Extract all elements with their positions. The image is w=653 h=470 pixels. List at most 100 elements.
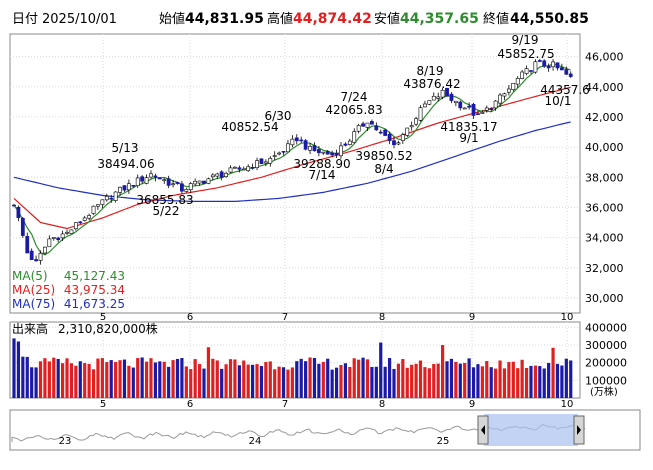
ma5-line bbox=[13, 63, 571, 256]
candle-body bbox=[449, 93, 454, 101]
candle-body bbox=[440, 89, 445, 98]
month-label: 5 bbox=[100, 312, 106, 323]
legend-ma5-label: MA(5) bbox=[12, 269, 48, 283]
candle-body bbox=[91, 205, 96, 214]
candle-body bbox=[202, 180, 206, 184]
candle-body bbox=[25, 236, 30, 254]
volume-bar bbox=[458, 363, 462, 398]
volume-bar bbox=[251, 364, 255, 398]
candle-body bbox=[233, 166, 237, 169]
candle-body bbox=[122, 185, 127, 191]
annotation-date: 5/22 bbox=[153, 204, 180, 218]
volume-bar bbox=[471, 367, 476, 398]
annotation-date: 8/4 bbox=[374, 162, 393, 176]
open-label: 始値 bbox=[159, 11, 185, 27]
candle-body bbox=[65, 231, 69, 234]
candle-body bbox=[12, 204, 16, 207]
volume-bar bbox=[445, 361, 449, 398]
candle-body bbox=[47, 238, 52, 248]
volume-tick-label: 300000 bbox=[585, 339, 627, 352]
candle-body bbox=[476, 113, 480, 115]
candle-body bbox=[224, 172, 228, 177]
volume-bar bbox=[167, 366, 171, 398]
navigator-selection[interactable] bbox=[484, 414, 578, 446]
candle-body bbox=[312, 145, 317, 152]
candle-body bbox=[126, 183, 131, 191]
month-label: 6 bbox=[187, 312, 193, 323]
candle-body bbox=[197, 180, 202, 184]
candle-body bbox=[69, 229, 74, 234]
volume-unit: (万株) bbox=[590, 385, 618, 398]
volume-bar bbox=[410, 364, 414, 398]
candle-body bbox=[325, 151, 330, 155]
volume-bar bbox=[114, 362, 118, 398]
annotation-price: 40852.54 bbox=[221, 120, 278, 134]
volume-bar bbox=[224, 364, 228, 398]
candle-body bbox=[568, 73, 573, 77]
volume-bar bbox=[228, 359, 233, 398]
volume-bar bbox=[273, 369, 277, 398]
candle-body bbox=[343, 143, 348, 146]
volume-bar bbox=[326, 358, 330, 398]
volume-bar bbox=[78, 361, 82, 398]
candle-body bbox=[502, 93, 507, 97]
candle-body bbox=[409, 125, 414, 128]
month-label: 7 bbox=[282, 399, 288, 410]
navigator-year-label: 23 bbox=[59, 436, 72, 447]
volume-bar bbox=[83, 363, 87, 398]
candle-body bbox=[356, 125, 361, 132]
volume-bar bbox=[34, 367, 38, 398]
candle-body bbox=[281, 151, 286, 153]
legend-ma25-label: MA(25) bbox=[12, 283, 55, 297]
volume-bar bbox=[418, 360, 423, 398]
candle-body bbox=[60, 233, 65, 239]
volume-bar bbox=[100, 358, 104, 398]
candle-body bbox=[131, 185, 136, 187]
price-tick-label: 46,000 bbox=[585, 51, 624, 64]
volume-bar bbox=[343, 363, 347, 398]
month-label: 8 bbox=[379, 312, 385, 323]
candle-body bbox=[339, 145, 343, 157]
volume-bar bbox=[281, 367, 286, 398]
volume-bar bbox=[374, 366, 378, 398]
candle-body bbox=[193, 180, 198, 185]
annotation-date: 5/13 bbox=[112, 141, 139, 155]
candle-body bbox=[453, 100, 458, 104]
volume-bar bbox=[330, 369, 334, 398]
low-value: 44,357.65 bbox=[400, 11, 479, 27]
volume-bar bbox=[25, 356, 29, 398]
candle-body bbox=[387, 133, 392, 141]
volume-bar bbox=[38, 361, 43, 398]
volume-bar bbox=[136, 358, 140, 398]
volume-bar bbox=[242, 360, 246, 398]
volume-bar bbox=[542, 368, 546, 398]
candle-body bbox=[423, 103, 427, 108]
candle-body bbox=[498, 94, 502, 104]
volume-bar bbox=[56, 358, 60, 398]
low-label: 安値 bbox=[374, 11, 400, 27]
candle-body bbox=[334, 152, 339, 156]
volume-bar bbox=[47, 361, 51, 398]
price-tick-label: 42,000 bbox=[585, 111, 624, 124]
close-label: 終値 bbox=[483, 11, 509, 27]
volume-total: 2,310,820,000株 bbox=[58, 321, 158, 336]
volume-bar bbox=[246, 364, 250, 398]
candle-body bbox=[268, 157, 273, 164]
candle-body bbox=[255, 160, 259, 169]
candle-body bbox=[537, 60, 542, 62]
volume-bar bbox=[189, 369, 193, 398]
volume-bar bbox=[61, 363, 65, 398]
legend-ma25-value: 43,975.34 bbox=[64, 283, 125, 297]
candle-body bbox=[299, 139, 304, 142]
candle-body bbox=[524, 68, 529, 74]
volume-bar bbox=[197, 364, 202, 398]
candle-body bbox=[29, 250, 34, 260]
candle-body bbox=[370, 121, 374, 125]
month-label: 8 bbox=[379, 399, 385, 410]
volume-bar bbox=[184, 366, 188, 398]
annotation-price: 43876.42 bbox=[403, 77, 460, 91]
legend-ma5-value: 45,127.43 bbox=[64, 269, 125, 283]
price-tick-label: 32,000 bbox=[585, 262, 624, 275]
volume-bar bbox=[432, 363, 436, 398]
candle-body bbox=[78, 221, 83, 224]
